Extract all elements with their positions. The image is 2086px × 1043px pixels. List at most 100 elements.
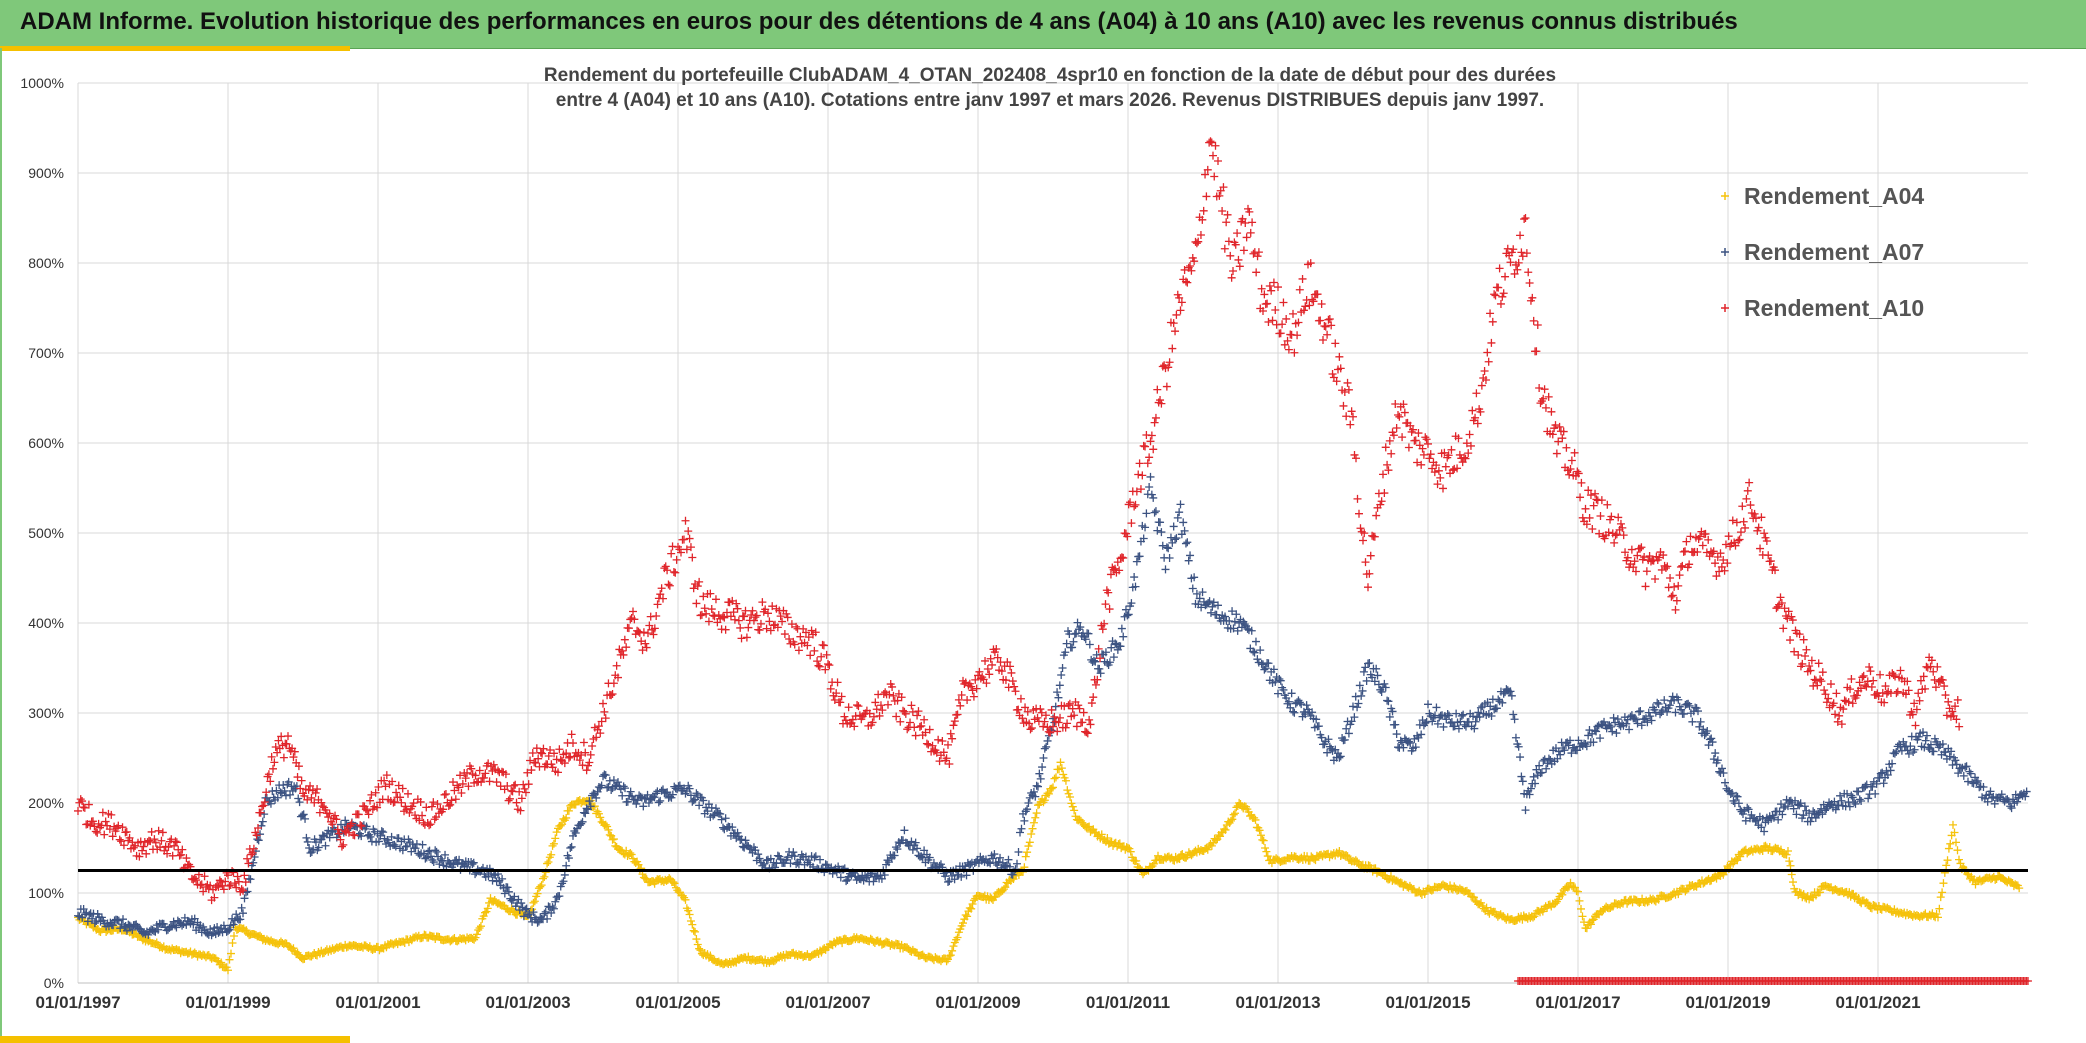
data-point	[1134, 470, 1143, 479]
data-point	[1126, 847, 1135, 856]
data-point	[934, 735, 943, 744]
data-point	[585, 758, 594, 767]
data-point	[1640, 553, 1649, 562]
data-point	[1865, 662, 1874, 671]
data-point	[740, 612, 749, 621]
data-point	[1473, 419, 1482, 428]
data-point	[1576, 493, 1585, 502]
data-point	[1251, 637, 1260, 646]
data-point	[1328, 369, 1337, 378]
data-point	[1582, 924, 1591, 933]
data-point	[1228, 815, 1237, 824]
data-point	[544, 857, 553, 866]
data-point	[1010, 682, 1019, 691]
data-point	[1796, 799, 1805, 808]
data-point	[1675, 571, 1684, 580]
data-point	[1373, 671, 1382, 680]
data-point	[147, 827, 156, 836]
data-point	[996, 658, 1005, 667]
data-point	[404, 789, 412, 798]
data-point	[1794, 650, 1803, 659]
data-point	[990, 850, 999, 859]
data-point	[1780, 604, 1789, 613]
data-point	[524, 780, 533, 789]
data-point	[1259, 836, 1268, 845]
data-point	[920, 846, 929, 855]
data-point	[1863, 677, 1872, 686]
data-point	[1547, 407, 1556, 416]
data-point	[1246, 228, 1255, 237]
data-point	[1939, 879, 1948, 888]
data-point	[729, 608, 738, 617]
data-point	[1327, 321, 1336, 330]
data-point	[1319, 335, 1327, 344]
data-point	[1381, 683, 1390, 692]
data-point	[609, 776, 618, 785]
data-point	[962, 871, 971, 880]
data-point	[1271, 677, 1280, 686]
data-point	[541, 907, 550, 916]
data-point	[1195, 594, 1204, 603]
data-point	[1643, 718, 1652, 727]
data-point	[1349, 412, 1357, 421]
data-point	[1400, 408, 1409, 417]
data-point	[597, 717, 606, 726]
data-point	[1006, 662, 1015, 671]
data-point	[1440, 448, 1449, 457]
x-tick-label: 01/01/2005	[635, 993, 720, 1012]
data-point	[1886, 766, 1895, 775]
data-point	[364, 810, 373, 819]
data-point	[551, 897, 560, 906]
data-point	[301, 814, 310, 823]
data-point	[741, 836, 750, 845]
data-point	[240, 894, 249, 903]
chart-title-line-2: entre 4 (A04) et 10 ans (A10). Cotations…	[556, 90, 1544, 111]
data-point	[1317, 300, 1326, 309]
data-point	[224, 966, 232, 975]
data-point	[354, 810, 363, 819]
data-point	[1492, 704, 1501, 713]
data-point	[1760, 529, 1769, 538]
data-point	[1343, 378, 1352, 387]
data-point	[150, 835, 159, 844]
data-point	[1934, 913, 1942, 922]
data-point	[1220, 825, 1229, 834]
data-point	[1945, 752, 1954, 761]
data-point	[685, 534, 694, 543]
data-point	[604, 825, 613, 834]
data-point	[1477, 381, 1486, 390]
data-point	[782, 609, 791, 618]
data-point	[1184, 556, 1193, 565]
data-point	[669, 567, 678, 576]
data-point	[1516, 753, 1525, 762]
data-point	[1071, 812, 1080, 821]
data-point	[1265, 281, 1274, 290]
data-point	[109, 921, 118, 930]
data-point	[1036, 774, 1045, 783]
data-point	[507, 786, 516, 795]
data-point	[1016, 828, 1024, 837]
data-point	[1031, 792, 1040, 801]
data-point	[1335, 753, 1344, 762]
data-point	[221, 877, 230, 886]
data-point	[824, 660, 832, 669]
data-point	[1997, 790, 2006, 799]
data-point	[279, 753, 288, 762]
data-point	[594, 809, 603, 818]
data-point	[239, 909, 247, 918]
data-point	[656, 796, 665, 805]
data-point	[1268, 316, 1277, 325]
data-point	[1674, 581, 1683, 590]
data-point	[564, 854, 573, 863]
data-point	[1818, 668, 1827, 677]
data-point	[321, 841, 330, 850]
data-point	[908, 845, 917, 854]
data-point	[1215, 191, 1224, 200]
data-point	[254, 836, 263, 845]
data-point	[1028, 824, 1037, 833]
data-point	[89, 817, 97, 826]
x-tick-label: 01/01/2003	[485, 993, 570, 1012]
data-point	[1566, 464, 1575, 473]
data-point	[1090, 828, 1099, 837]
data-point	[1736, 805, 1745, 814]
